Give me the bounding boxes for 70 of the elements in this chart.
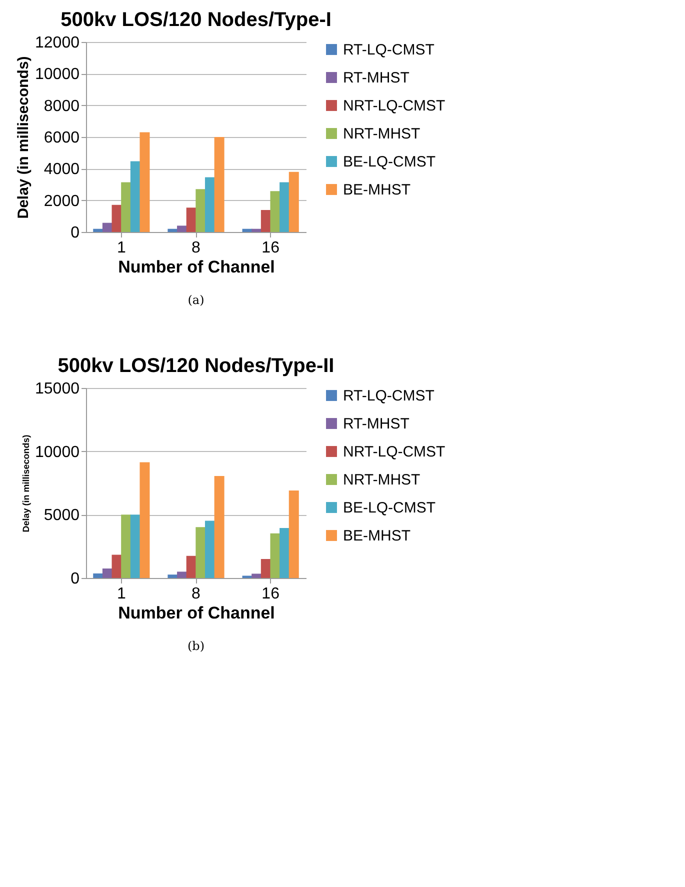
y-tick-label: 0 — [70, 224, 80, 242]
legend-label: BE-LQ-CMST — [343, 154, 436, 170]
y-tick-label: 10000 — [35, 444, 80, 461]
legend-label: NRT-LQ-CMST — [343, 98, 446, 114]
y-tick-label: 12000 — [35, 34, 80, 52]
chart-title: 500kv LOS/120 Nodes/Type-II — [58, 355, 334, 377]
bar — [196, 527, 206, 578]
bar — [204, 520, 215, 578]
bar — [288, 490, 299, 578]
bar — [112, 204, 122, 232]
legend-label: NRT-MHST — [343, 472, 420, 488]
bar — [270, 191, 280, 232]
x-tick-label: 8 — [192, 586, 201, 602]
x-tick-label: 16 — [262, 240, 280, 256]
text: (b) — [187, 639, 205, 653]
y-tick-label: 6000 — [44, 130, 80, 146]
legend-label: RT-LQ-CMST — [343, 388, 434, 404]
y-axis-title: Delay (in milliseconds) — [15, 56, 32, 219]
bar — [288, 172, 299, 232]
bar — [186, 208, 196, 232]
x-tick-label: 1 — [116, 586, 126, 602]
legend-label: RT-MHST — [343, 70, 410, 86]
x-axis-title: Number of Channel — [118, 604, 275, 622]
legend-label: NRT-LQ-CMST — [343, 444, 446, 460]
text: (a) — [188, 293, 204, 307]
bar — [270, 533, 280, 578]
bar — [93, 573, 104, 578]
legend-label: RT-LQ-CMST — [343, 42, 434, 58]
y-axis-title: Delay (in milliseconds) — [21, 434, 32, 532]
bar — [196, 189, 206, 232]
bar — [130, 514, 140, 578]
y-tick-label: 5000 — [44, 507, 80, 524]
bar — [177, 226, 188, 232]
bar — [214, 476, 224, 578]
bar — [252, 228, 262, 232]
y-tick-label: 0 — [70, 570, 80, 588]
bar — [121, 514, 132, 578]
bar — [168, 574, 178, 578]
y-tick-label: 4000 — [44, 161, 80, 178]
x-tick-label: 8 — [192, 240, 201, 256]
bar — [260, 559, 271, 578]
bar — [140, 462, 150, 578]
bar — [177, 572, 188, 578]
x-tick-label: 16 — [262, 586, 280, 602]
y-tick-label: 8000 — [44, 98, 80, 115]
legend-label: RT-MHST — [343, 416, 410, 432]
bar — [280, 182, 290, 232]
bar — [93, 228, 104, 232]
bar — [140, 132, 150, 232]
bar — [214, 137, 224, 232]
bar — [204, 177, 215, 232]
bar — [121, 182, 132, 232]
legend-label: BE-MHST — [343, 182, 410, 198]
bar — [260, 210, 271, 232]
y-tick-label: 15000 — [35, 380, 80, 398]
x-axis-title: Number of Channel — [118, 258, 275, 276]
chart-title: 500kv LOS/120 Nodes/Type-I — [60, 9, 332, 31]
bar — [112, 554, 122, 578]
legend-label: BE-LQ-CMST — [343, 500, 436, 516]
bar — [102, 222, 112, 232]
bar — [252, 574, 262, 578]
bar — [102, 568, 112, 578]
bar — [130, 161, 140, 232]
x-tick-label: 1 — [116, 240, 126, 256]
y-tick-label: 2000 — [44, 192, 80, 210]
bar — [168, 228, 178, 232]
bar — [280, 528, 290, 578]
legend-label: NRT-MHST — [343, 126, 420, 142]
legend-label: BE-MHST — [343, 528, 410, 544]
y-tick-label: 10000 — [35, 66, 80, 84]
